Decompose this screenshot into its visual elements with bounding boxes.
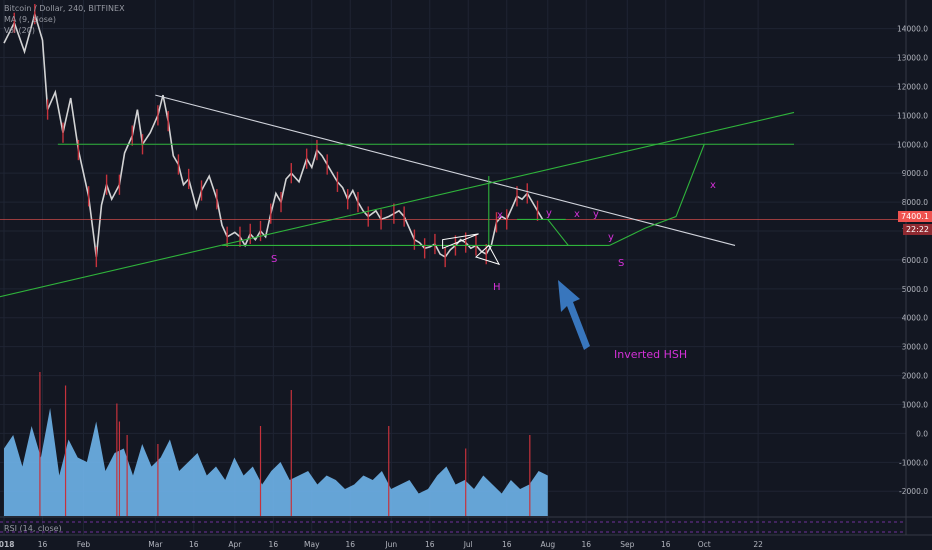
time-tick-label: May	[304, 540, 320, 549]
triangle-pattern	[474, 244, 501, 266]
time-tick-label: Oct	[698, 540, 711, 549]
time-tick-label: 16	[502, 540, 512, 549]
time-tick-label: 16	[425, 540, 435, 549]
price-tick-label: -2000.0	[899, 487, 928, 496]
price-tick-label: 0.0	[916, 429, 928, 438]
rsi-indicator-label: RSI (14, close)	[4, 524, 62, 533]
time-tick-label: 16	[269, 540, 279, 549]
volume-area	[4, 408, 548, 516]
price-tick-label: 4000.0	[902, 314, 928, 323]
countdown-tag: 22:22	[902, 224, 932, 235]
right-shoulder-leg	[547, 219, 569, 246]
wave-label-H: H	[493, 282, 501, 293]
time-tick-label: 22	[753, 540, 763, 549]
price-tick-label: 11000.0	[897, 111, 928, 120]
wave-label-x: x	[710, 180, 716, 191]
price-tick-label: 8000.0	[902, 198, 928, 207]
price-tick-label: 5000.0	[902, 285, 928, 294]
time-tick-label: Sep	[620, 540, 634, 549]
ma-indicator-label: MA (9, close)	[4, 15, 56, 24]
last-price-tag: 7400.1	[898, 211, 932, 222]
price-tick-label: 10000.0	[897, 140, 928, 149]
time-tick-label: Mar	[148, 540, 163, 549]
symbol-title: Bitcoin / Dollar, 240, BITFINEX	[4, 4, 125, 13]
projection-path	[609, 144, 705, 246]
wave-label-y: y	[546, 208, 552, 219]
pattern-annotation: Inverted HSH	[614, 348, 687, 361]
price-tick-label: 1000.0	[902, 400, 928, 409]
descending-trendline	[155, 94, 736, 246]
volume-indicator-label: Vol (20)	[4, 26, 35, 35]
price-tick-label: 9000.0	[902, 169, 928, 178]
wave-label-x: x	[574, 209, 580, 220]
chart-legend: Bitcoin / Dollar, 240, BITFINEX MA (9, c…	[4, 3, 125, 36]
time-tick-label: Apr	[228, 540, 242, 549]
price-tick-label: 14000.0	[897, 25, 928, 34]
time-tick-label: Jun	[384, 540, 397, 549]
time-tick-label: 16	[661, 540, 671, 549]
time-tick-label: 2018	[0, 540, 14, 549]
wave-label-y: y	[593, 209, 599, 220]
rising-trendline	[0, 111, 795, 298]
time-tick-label: Feb	[77, 540, 91, 549]
price-tick-label: 2000.0	[902, 372, 928, 381]
wave-label-S: S	[271, 254, 277, 265]
arrow-icon	[558, 280, 590, 350]
price-tick-label: 12000.0	[897, 82, 928, 91]
time-tick-label: 16	[346, 540, 356, 549]
time-tick-label: Aug	[540, 540, 555, 549]
time-tick-label: 16	[581, 540, 591, 549]
price-tick-label: 3000.0	[902, 343, 928, 352]
wave-label-x: x	[497, 210, 503, 221]
price-tick-label: -1000.0	[899, 458, 928, 467]
wave-label-y: y	[608, 232, 614, 243]
price-tick-label: 6000.0	[902, 256, 928, 265]
wave-label-S: S	[618, 258, 624, 269]
time-tick-label: Jul	[463, 540, 473, 549]
time-tick-label: 16	[189, 540, 199, 549]
triangle-pattern	[442, 233, 479, 250]
time-tick-label: 16	[38, 540, 48, 549]
price-tick-label: 13000.0	[897, 54, 928, 63]
